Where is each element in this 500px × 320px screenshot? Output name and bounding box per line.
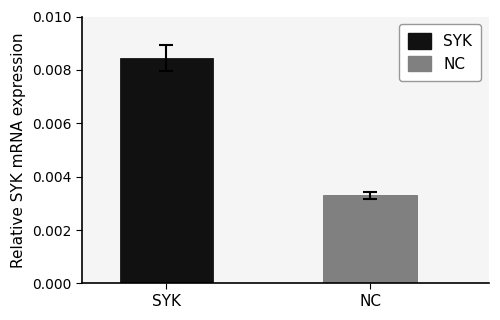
Legend: SYK, NC: SYK, NC: [399, 24, 481, 81]
Y-axis label: Relative SYK mRNA expression: Relative SYK mRNA expression: [11, 32, 26, 268]
Bar: [324, 196, 417, 284]
Bar: [120, 58, 213, 284]
